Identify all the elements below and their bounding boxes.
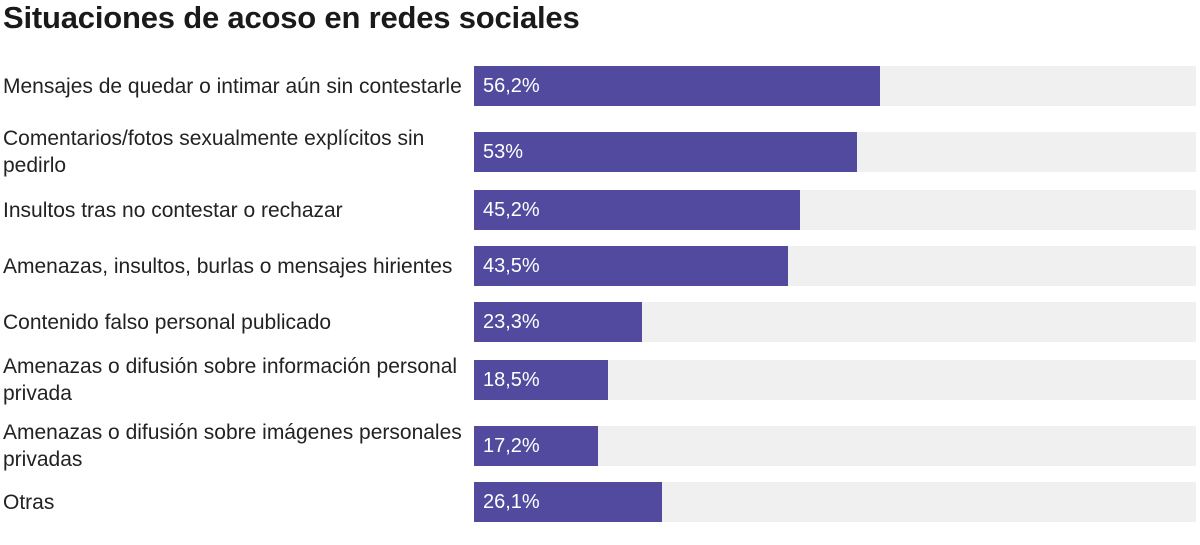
category-label: Contenido falso personal publicado (3, 310, 332, 334)
bar (474, 132, 857, 172)
bar (474, 302, 643, 342)
value-label: 18,5% (483, 369, 540, 391)
bar (474, 66, 880, 106)
value-label: 53% (483, 141, 524, 163)
category-label: Mensajes de quedar o intimar aún sin con… (3, 74, 462, 98)
bar-track: 26,1% (474, 482, 1196, 522)
category-label: Otras (3, 490, 55, 514)
bar (474, 246, 789, 286)
bar (474, 426, 599, 466)
chart-title: Situaciones de acoso en redes sociales (3, 0, 580, 35)
value-label: 45,2% (483, 199, 540, 221)
value-label: 17,2% (483, 435, 540, 457)
bar-track: 56,2% (474, 66, 1196, 106)
bar-track: 53% (474, 132, 1196, 172)
bar (474, 482, 663, 522)
bar (474, 360, 608, 400)
category-label: Amenazas o difusión sobre información pe… (3, 355, 458, 405)
category-label: Insultos tras no contestar o rechazar (3, 198, 343, 222)
bar-track: 18,5% (474, 360, 1196, 400)
category-label: Comentarios/fotos sexualmente explícitos… (3, 127, 425, 177)
value-label: 43,5% (483, 255, 540, 277)
value-label: 26,1% (483, 491, 540, 513)
bar-track: 23,3% (474, 302, 1196, 342)
value-label: 23,3% (483, 311, 540, 333)
value-label: 56,2% (483, 75, 540, 97)
bar-track: 43,5% (474, 246, 1196, 286)
category-label: Amenazas o difusión sobre imágenes perso… (3, 421, 462, 471)
bar (474, 190, 801, 230)
bar-track: 17,2% (474, 426, 1196, 466)
bar-track: 45,2% (474, 190, 1196, 230)
category-label: Amenazas, insultos, burlas o mensajes hi… (3, 254, 453, 278)
